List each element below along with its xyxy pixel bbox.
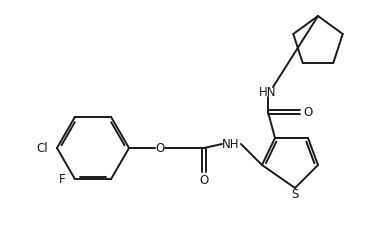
Text: F: F <box>59 173 66 186</box>
Text: O: O <box>199 174 209 187</box>
Text: O: O <box>303 106 312 119</box>
Text: HN: HN <box>259 85 277 98</box>
Text: O: O <box>155 142 165 154</box>
Text: Cl: Cl <box>36 142 48 154</box>
Text: NH: NH <box>222 137 240 151</box>
Text: S: S <box>291 189 299 202</box>
